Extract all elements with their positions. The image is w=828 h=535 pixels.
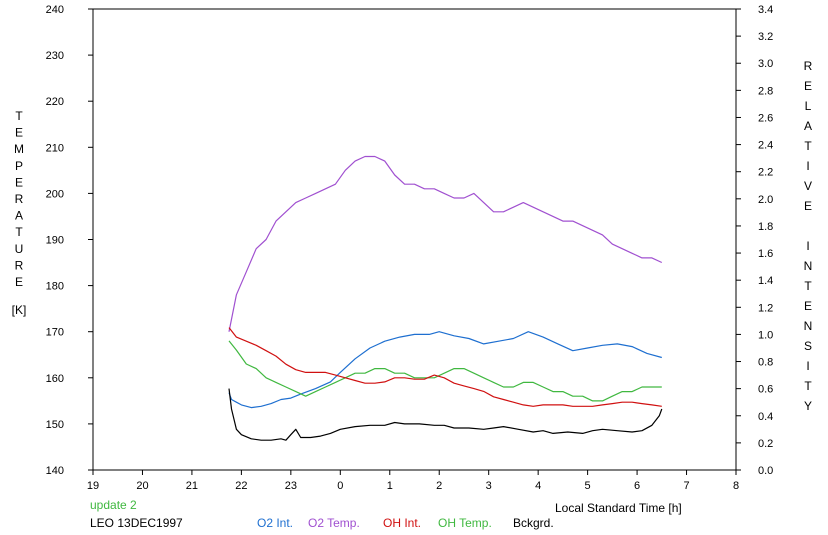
series-lines	[228, 155, 663, 441]
x-axis-title: Local Standard Time [h]	[555, 501, 682, 515]
left-tick-label: 220	[46, 96, 64, 108]
legend-entry: Bckgrd.	[513, 516, 554, 530]
series-line-4	[228, 388, 663, 441]
x-tick-label: 19	[87, 480, 99, 492]
x-tick-label: 3	[486, 480, 492, 492]
right-tick-label: 2.8	[758, 85, 773, 97]
right-tick-label: 0.8	[758, 357, 773, 369]
x-tick-label: 23	[285, 480, 297, 492]
right-tick-label: 0.2	[758, 438, 773, 450]
x-tick-label: 1	[387, 480, 393, 492]
legend: O2 Int. O2 Temp. OH Int. OH Temp. Bckgrd.	[257, 516, 554, 530]
plot-frame	[92, 8, 737, 471]
right-tick-label: 1.8	[758, 221, 773, 233]
left-tick-label: 200	[46, 188, 64, 200]
right-tick-label: 2.2	[758, 167, 773, 179]
series-line-2	[228, 327, 662, 407]
series-line-1	[228, 155, 663, 332]
x-axis-ticks: 19 20 21 22 23 0 1 2 3 4 5 6 7 8	[87, 470, 739, 492]
left-tick-label: 210	[46, 142, 64, 154]
right-tick-label: 1.0	[758, 329, 773, 341]
left-axis-unit: [K]	[12, 303, 27, 317]
left-tick-label: 230	[46, 50, 64, 62]
station-label: LEO 13DEC1997	[90, 516, 183, 530]
right-tick-label: 3.0	[758, 58, 773, 70]
legend-entry: OH Int.	[383, 516, 421, 530]
left-tick-label: 170	[46, 327, 64, 339]
left-tick-label: 240	[46, 4, 64, 16]
right-axis-ticks: 0.0 0.2 0.4 0.6 0.8 1.0 1.2 1.4 1.6 1.8 2.0 2.2 2.4 2…	[736, 4, 773, 477]
x-tick-label: 20	[136, 480, 148, 492]
x-tick-label: 4	[535, 480, 541, 492]
update-label: update 2	[90, 498, 137, 512]
legend-entry: O2 Temp.	[308, 516, 360, 530]
left-axis-ticks: 140 150 160 170 180 190 200 210 220 230 240	[46, 4, 93, 477]
right-tick-label: 1.6	[758, 248, 773, 260]
series-line-0	[228, 331, 662, 409]
left-tick-label: 180	[46, 281, 64, 293]
right-tick-label: 1.2	[758, 302, 773, 314]
right-tick-label: 2.0	[758, 194, 773, 206]
x-tick-label: 8	[733, 480, 739, 492]
left-tick-label: 140	[46, 465, 64, 477]
legend-entry: OH Temp.	[438, 516, 492, 530]
x-tick-label: 7	[683, 480, 689, 492]
right-tick-label: 3.2	[758, 31, 773, 43]
x-tick-label: 21	[186, 480, 198, 492]
x-tick-label: 2	[436, 480, 442, 492]
x-tick-label: 6	[634, 480, 640, 492]
right-tick-label: 0.6	[758, 384, 773, 396]
right-tick-label: 3.4	[758, 4, 773, 16]
x-tick-label: 5	[585, 480, 591, 492]
series-line-3	[228, 340, 662, 402]
left-tick-label: 190	[46, 235, 64, 247]
right-tick-label: 2.6	[758, 112, 773, 124]
right-tick-label: 2.4	[758, 140, 773, 152]
left-tick-label: 150	[46, 419, 64, 431]
left-tick-label: 160	[46, 373, 64, 385]
right-tick-label: 0.4	[758, 411, 773, 423]
legend-entry: O2 Int.	[257, 516, 293, 530]
x-tick-label: 0	[337, 480, 343, 492]
x-tick-label: 22	[235, 480, 247, 492]
right-tick-label: 1.4	[758, 275, 773, 287]
right-tick-label: 0.0	[758, 465, 773, 477]
